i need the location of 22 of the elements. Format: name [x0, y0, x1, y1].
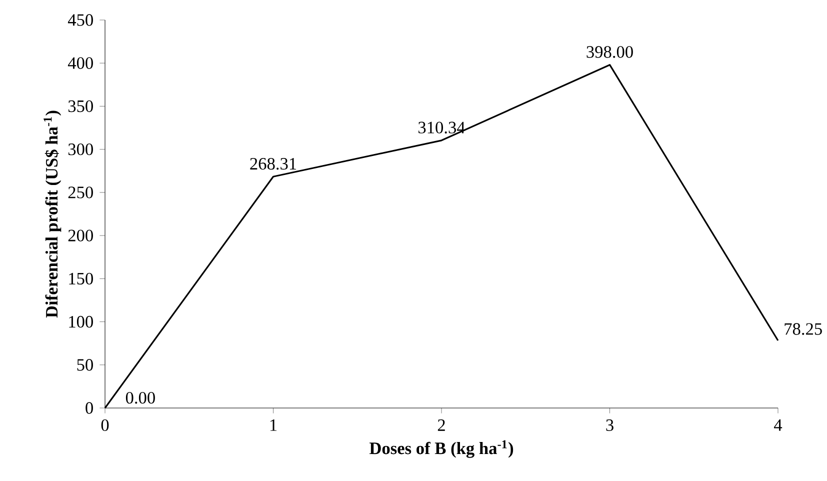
y-tick-label: 0 — [86, 402, 93, 414]
x-tick-label: 2 — [438, 419, 445, 431]
y-tick-label: 450 — [68, 14, 93, 26]
data-label: 268.31 — [250, 158, 296, 170]
y-tick-label: 50 — [77, 359, 93, 371]
y-tick-label: 200 — [68, 230, 93, 242]
x-tick-label: 4 — [774, 419, 782, 431]
y-tick-label: 300 — [68, 143, 93, 156]
y-tick-label: 100 — [69, 316, 93, 328]
y-tick-label: 150 — [69, 272, 93, 285]
y-axis-title: Diferencial profit (US$ ha$^{-1}$) — [44, 110, 62, 318]
data-label: 0.00 — [126, 392, 155, 404]
x-tick-label: 3 — [606, 419, 614, 432]
y-tick-label: 250 — [68, 186, 93, 198]
data-label: 78.25 — [784, 323, 822, 335]
x-axis-title: Doses of B (kg ha$^{-1}$) — [370, 440, 514, 458]
y-tick-label: 400 — [68, 57, 93, 69]
data-label: 310.34 — [418, 122, 466, 134]
x-tick-label: 1 — [270, 419, 277, 431]
y-tick-label: 350 — [68, 100, 93, 112]
data-label: 398.00 — [586, 46, 633, 58]
x-tick-label: 0 — [101, 419, 109, 432]
